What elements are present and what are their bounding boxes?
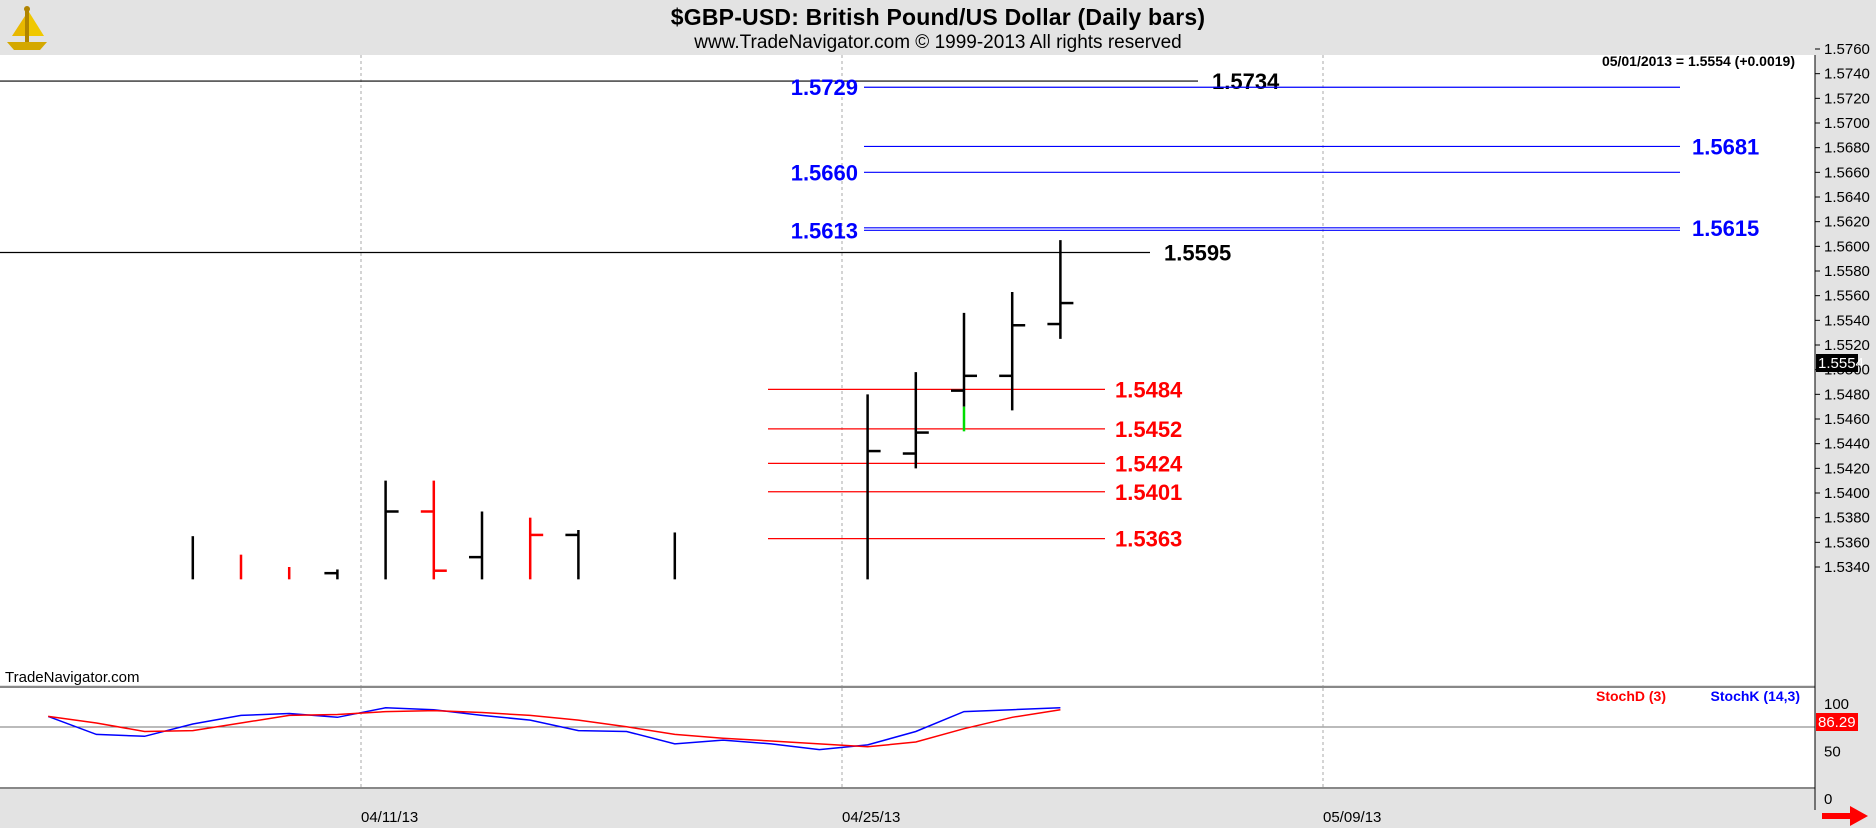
stoch-tick-label: 0 bbox=[1824, 791, 1832, 808]
level-label-1.5595: 1.5595 bbox=[1164, 241, 1231, 266]
price-tick-label: 1.5560 bbox=[1824, 288, 1870, 305]
price-tick-label: 1.5580 bbox=[1824, 263, 1870, 280]
stochastic-lines bbox=[47, 707, 1061, 751]
price-tick-label: 1.5700 bbox=[1824, 115, 1870, 132]
ohlc-bar bbox=[469, 511, 484, 580]
legend-stoch-k: StochK (14,3) bbox=[1711, 688, 1800, 704]
current-price-tag-bg bbox=[1816, 354, 1858, 372]
level-label-1.5363: 1.5363 bbox=[1115, 527, 1182, 552]
price-tick-label: 1.5640 bbox=[1824, 189, 1870, 206]
level-label-1.5452: 1.5452 bbox=[1115, 417, 1182, 442]
level-label-1.5615: 1.5615 bbox=[1692, 216, 1759, 241]
level-label-1.5734: 1.5734 bbox=[1212, 69, 1280, 94]
price-axis: 1.5760 1.5740 1.5720 1.5700 1.5680 1.5660 1.56… bbox=[1815, 41, 1870, 576]
price-tick-label: 1.5540 bbox=[1824, 312, 1870, 329]
level-label-1.5484: 1.5484 bbox=[1115, 377, 1183, 402]
ohlc-bar bbox=[866, 394, 881, 580]
watermark-text: TradeNavigator.com bbox=[5, 669, 140, 686]
ohlc-bar bbox=[999, 291, 1026, 411]
price-tick-label: 1.5660 bbox=[1824, 164, 1870, 181]
price-tick-label: 1.5480 bbox=[1824, 386, 1870, 403]
ohlc-bar bbox=[902, 372, 929, 469]
date-axis: 04/11/13 04/25/13 05/09/13 bbox=[361, 809, 1381, 826]
date-tick-label: 05/09/13 bbox=[1323, 809, 1381, 826]
legend-stoch-d: StochD (3) bbox=[1596, 688, 1666, 704]
level-label-1.5729: 1.5729 bbox=[791, 75, 858, 100]
level-label-1.5681: 1.5681 bbox=[1692, 134, 1759, 159]
price-tick-label: 1.5760 bbox=[1824, 41, 1870, 58]
stoch-tick-label: 100 bbox=[1824, 696, 1849, 713]
price-tick-label: 1.5420 bbox=[1824, 460, 1870, 477]
stoch-tick-label: 50 bbox=[1824, 744, 1841, 761]
copyright-text: www.TradeNavigator.com © 1999-2013 All r… bbox=[694, 32, 1182, 53]
price-tick-label: 1.5380 bbox=[1824, 510, 1870, 527]
chart-title: $GBP-USD: British Pound/US Dollar (Daily… bbox=[670, 4, 1206, 30]
ohlc-bar bbox=[384, 480, 399, 580]
price-tick-label: 1.5620 bbox=[1824, 214, 1870, 231]
price-tick-label: 1.5360 bbox=[1824, 534, 1870, 551]
price-panel bbox=[0, 55, 1815, 685]
ohlc-bar bbox=[951, 312, 977, 407]
ohlc-bar bbox=[420, 480, 447, 580]
level-label-1.5401: 1.5401 bbox=[1115, 480, 1182, 505]
level-lines: 1.5734 1.5729 1.5681 1.5660 1.5615 1.5613 1.55… bbox=[0, 69, 1759, 552]
ohlc-bars bbox=[191, 240, 1074, 580]
price-tick-label: 1.5600 bbox=[1824, 238, 1870, 255]
price-tick-label: 1.5460 bbox=[1824, 411, 1870, 428]
price-tick-label: 1.5680 bbox=[1824, 140, 1870, 157]
level-label-1.5424: 1.5424 bbox=[1115, 451, 1183, 476]
last-quote-readout: 05/01/2013 = 1.5554 (+0.0019) bbox=[1602, 53, 1795, 69]
ohlc-bar bbox=[528, 517, 544, 580]
date-tick-label: 04/25/13 bbox=[842, 809, 900, 826]
date-tick-label: 04/11/13 bbox=[361, 809, 418, 826]
stoch-value-tag-bg bbox=[1816, 713, 1858, 731]
stochastic-panel bbox=[0, 688, 1815, 788]
price-tick-label: 1.5720 bbox=[1824, 90, 1870, 107]
price-tick-label: 1.5440 bbox=[1824, 436, 1870, 453]
price-tick-label: 1.5740 bbox=[1824, 66, 1870, 83]
stoch-d-line bbox=[48, 708, 1061, 748]
level-label-1.5613: 1.5613 bbox=[791, 218, 858, 243]
stoch-axis: 100 50 0 bbox=[1824, 696, 1849, 808]
stoch-k-line bbox=[47, 707, 1061, 751]
current-price-tag: 1.5554 bbox=[1818, 355, 1864, 372]
price-tick-label: 1.5400 bbox=[1824, 485, 1870, 502]
level-label-1.5660: 1.5660 bbox=[791, 160, 858, 185]
scroll-right-arrow-icon[interactable] bbox=[1822, 806, 1870, 826]
ohlc-bar bbox=[565, 530, 580, 580]
chart-header: $GBP-USD: British Pound/US Dollar (Daily… bbox=[0, 0, 1876, 55]
price-tick-label: 1.5340 bbox=[1824, 559, 1870, 576]
ohlc-bar bbox=[324, 569, 339, 580]
price-tick-label: 1.5520 bbox=[1824, 337, 1870, 354]
stoch-grid bbox=[360, 688, 1324, 787]
stoch-value-tag: 86.29 bbox=[1818, 714, 1856, 731]
navigator-logo-icon bbox=[7, 6, 47, 50]
ohlc-bar bbox=[1047, 240, 1074, 339]
